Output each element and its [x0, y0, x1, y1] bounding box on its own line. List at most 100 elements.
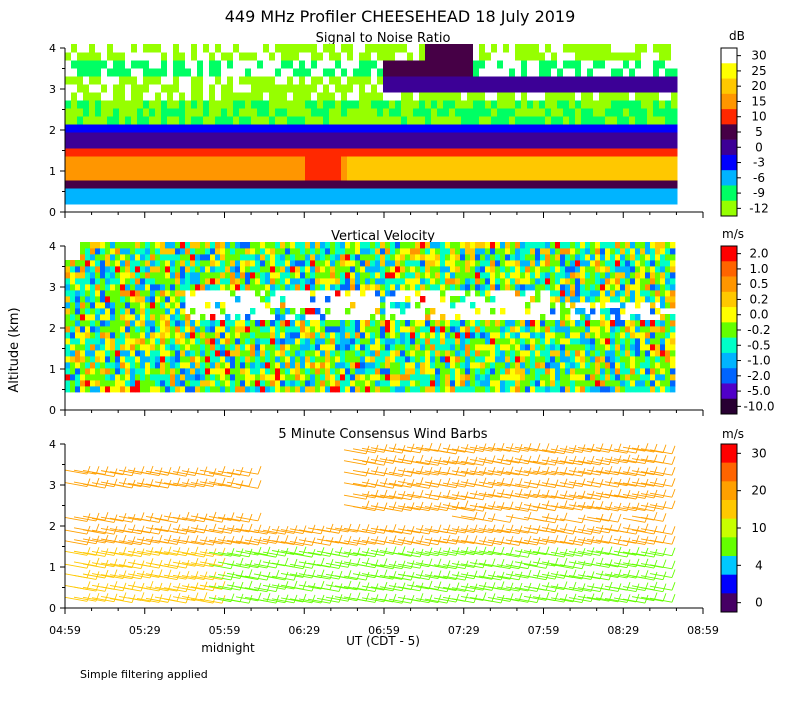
- vv-cell: [460, 362, 465, 368]
- vv-cell: [560, 296, 565, 302]
- vv-cell: [190, 356, 195, 362]
- vv-cell: [665, 314, 670, 320]
- vv-cell: [130, 368, 135, 374]
- snr-cell: [359, 196, 366, 205]
- vv-cell: [75, 284, 80, 290]
- vv-cell: [425, 332, 430, 338]
- snr-cell: [647, 76, 654, 85]
- vv-cell: [585, 254, 590, 260]
- colorbar-swatch: [721, 94, 737, 110]
- snr-cell: [491, 156, 498, 165]
- snr-cell: [95, 148, 102, 157]
- vv-cell: [335, 272, 340, 278]
- vv-cell: [470, 284, 475, 290]
- snr-cell: [467, 188, 474, 197]
- snr-cell: [131, 76, 138, 85]
- vv-cell: [105, 326, 110, 332]
- vv-cell: [370, 314, 375, 320]
- vv-cell: [525, 344, 530, 350]
- vv-cell: [170, 374, 175, 380]
- vv-cell: [170, 326, 175, 332]
- vv-cell: [395, 368, 400, 374]
- snr-cell: [431, 116, 438, 125]
- snr-cell: [221, 44, 228, 53]
- vv-cell: [395, 320, 400, 326]
- vv-cell: [485, 278, 490, 284]
- vv-cell: [135, 308, 140, 314]
- snr-cell: [245, 92, 252, 101]
- snr-cell: [215, 132, 222, 141]
- vv-cell: [130, 320, 135, 326]
- vv-cell: [120, 380, 125, 386]
- vv-cell: [485, 290, 490, 296]
- snr-cell: [329, 92, 336, 101]
- snr-cell: [545, 108, 552, 117]
- snr-cell: [341, 124, 348, 133]
- vv-cell: [565, 296, 570, 302]
- snr-cell: [311, 100, 318, 109]
- snr-cell: [401, 188, 408, 197]
- vv-cell: [365, 254, 370, 260]
- vv-cell: [600, 338, 605, 344]
- vv-cell: [380, 362, 385, 368]
- snr-cell: [311, 52, 318, 61]
- vv-cell: [420, 344, 425, 350]
- snr-cell: [317, 52, 324, 61]
- snr-cell: [173, 124, 180, 133]
- vv-cell: [320, 242, 325, 248]
- vv-cell: [530, 338, 535, 344]
- snr-cell: [275, 180, 282, 189]
- vv-cell: [585, 320, 590, 326]
- vv-cell: [65, 278, 70, 284]
- snr-cell: [347, 188, 354, 197]
- vv-cell: [140, 284, 145, 290]
- vv-cell: [495, 248, 500, 254]
- vv-cell: [390, 248, 395, 254]
- snr-cell: [485, 148, 492, 157]
- vv-cell: [510, 344, 515, 350]
- vv-cell: [415, 266, 420, 272]
- vv-cell: [570, 266, 575, 272]
- vv-cell: [165, 380, 170, 386]
- vv-cell: [230, 332, 235, 338]
- vv-cell: [235, 338, 240, 344]
- vv-cell: [640, 266, 645, 272]
- snr-cell: [95, 172, 102, 181]
- vv-cell: [455, 344, 460, 350]
- snr-cell: [401, 156, 408, 165]
- snr-cell: [491, 100, 498, 109]
- snr-cell: [521, 132, 528, 141]
- vv-cell: [345, 254, 350, 260]
- snr-cell: [335, 148, 342, 157]
- vv-cell: [600, 332, 605, 338]
- snr-cell: [407, 156, 414, 165]
- vv-cell: [660, 320, 665, 326]
- snr-cell: [293, 92, 300, 101]
- snr-cell: [281, 124, 288, 133]
- vv-cell: [330, 350, 335, 356]
- vv-cell: [345, 374, 350, 380]
- snr-cell: [293, 68, 300, 77]
- vv-cell: [120, 356, 125, 362]
- snr-cell: [335, 52, 342, 61]
- snr-cell: [101, 68, 108, 77]
- snr-cell: [395, 148, 402, 157]
- vv-cell: [410, 374, 415, 380]
- vv-cell: [410, 326, 415, 332]
- vv-cell: [455, 278, 460, 284]
- vv-cell: [625, 362, 630, 368]
- snr-cell: [587, 44, 594, 53]
- snr-cell: [329, 156, 336, 165]
- vv-cell: [670, 380, 675, 386]
- snr-cell: [635, 156, 642, 165]
- snr-cell: [491, 180, 498, 189]
- vv-cell: [110, 278, 115, 284]
- vv-cell: [395, 356, 400, 362]
- vv-cell: [430, 272, 435, 278]
- vv-cell: [380, 350, 385, 356]
- vv-cell: [490, 254, 495, 260]
- vv-cell: [400, 302, 405, 308]
- vv-cell: [145, 272, 150, 278]
- snr-cell: [221, 164, 228, 173]
- vv-cell: [250, 272, 255, 278]
